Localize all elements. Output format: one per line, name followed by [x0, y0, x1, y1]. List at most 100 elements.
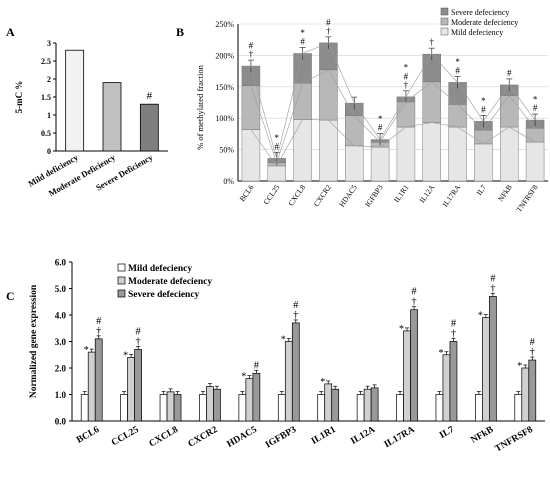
- c-x-tick-label: TNFRSF8: [494, 425, 535, 455]
- b-bar-segment: [422, 122, 441, 182]
- b-series-connector: [250, 69, 536, 164]
- b-series-connector: [250, 119, 536, 167]
- b-x-tick-label: IL1R1: [392, 183, 411, 204]
- c-bar: [356, 394, 365, 422]
- c-bar: [213, 388, 221, 422]
- c-bar: [514, 394, 523, 422]
- c-mark-moderate: *: [123, 350, 128, 361]
- a-bar: [102, 82, 122, 152]
- b-y-tick-label: 150%: [215, 83, 234, 92]
- c-bar: [277, 394, 286, 422]
- c-y-axis-label: Normalized gene expression: [29, 284, 39, 398]
- b-annotation: * #: [378, 114, 383, 133]
- c-x-tick-label: BCL6: [75, 425, 101, 446]
- b-bar-segment: [293, 82, 312, 120]
- c-mark-severe: # †: [451, 319, 457, 340]
- b-y-tick-label: 250%: [215, 20, 234, 29]
- c-y-tick-label: 5.0: [55, 284, 67, 294]
- b-x-tick-label: IL12A: [418, 183, 437, 205]
- c-bar: [324, 383, 333, 422]
- b-bar-segment: [396, 101, 416, 128]
- b-bar-segment: [319, 69, 338, 121]
- b-legend-box: [438, 4, 548, 38]
- c-bar: [238, 394, 247, 422]
- b-bar-segment: [396, 126, 416, 182]
- b-legend-swatch: [440, 17, 449, 26]
- b-bar-segment: [448, 126, 467, 182]
- c-bar: [245, 378, 254, 422]
- c-y-tick-label: 1.0: [55, 390, 67, 400]
- b-bar-segment: [370, 146, 390, 182]
- a-y-tick-label: 2.5: [41, 57, 51, 66]
- b-legend-label: Mild defeciency: [451, 28, 503, 37]
- b-annotation: * # †: [404, 63, 409, 90]
- b-legend-label: Severe defeciency: [451, 8, 509, 17]
- c-bar: [475, 394, 483, 422]
- a-y-tick-label: 3: [47, 39, 51, 48]
- b-annotation: * #: [533, 95, 538, 114]
- b-bar-segment: [345, 145, 364, 182]
- b-bar-segment: [500, 95, 519, 128]
- b-annotation: #: [507, 68, 512, 78]
- c-bar: [127, 357, 135, 422]
- c-bar: [449, 341, 458, 422]
- b-bar-segment: [267, 165, 286, 182]
- b-bar-segment: [500, 126, 519, 182]
- b-annotation: * #: [455, 57, 460, 76]
- c-x-tick-label: IL17RA: [383, 425, 417, 450]
- b-x-tick-label: IL7: [474, 183, 488, 197]
- c-bar: [528, 359, 537, 422]
- c-mark-moderate: *: [320, 377, 325, 388]
- a-x-tick-label: Moderate Deficiency: [47, 152, 118, 199]
- c-legend-swatch: [117, 289, 126, 298]
- b-bar-segment: [474, 129, 493, 145]
- c-mark-severe: # †: [96, 316, 102, 337]
- c-bar: [87, 351, 96, 422]
- c-mark-severe: # †: [411, 287, 417, 308]
- b-bar-segment: [345, 115, 364, 147]
- c-legend-label: Severe defeciency: [128, 290, 200, 300]
- c-bar: [252, 372, 261, 422]
- b-legend-swatch: [440, 7, 449, 16]
- c-mark-severe: #: [254, 360, 260, 371]
- c-bar: [410, 309, 418, 422]
- c-legend-swatch: [117, 263, 126, 272]
- a-y-tick-label: 0: [47, 147, 51, 156]
- b-annotation: # †: [326, 17, 331, 36]
- c-y-tick-label: 3.0: [55, 337, 67, 347]
- panel-a-label: A: [6, 25, 15, 39]
- c-x-tick-label: NFkB: [469, 425, 496, 446]
- a-bar: [139, 103, 159, 152]
- b-x-tick-label: CCL25: [261, 183, 281, 206]
- c-mark-moderate: *: [399, 324, 404, 335]
- c-x-tick-label: HDAC5: [226, 425, 260, 450]
- c-bar: [363, 388, 372, 422]
- c-mark-severe: # †: [293, 300, 299, 321]
- c-mark-moderate: *: [478, 311, 483, 322]
- c-bar: [521, 367, 530, 422]
- c-bar: [370, 387, 379, 422]
- c-mark-severe: # †: [490, 273, 496, 294]
- c-bar: [199, 394, 207, 422]
- c-y-tick-label: 6.0: [55, 258, 67, 268]
- c-bar: [317, 394, 326, 422]
- c-bar: [291, 322, 300, 422]
- c-bar: [206, 386, 214, 422]
- c-bar: [396, 394, 404, 422]
- b-x-tick-label: BCL6: [238, 183, 256, 203]
- c-bar: [489, 296, 497, 422]
- b-y-tick-label: 200%: [215, 51, 234, 60]
- c-mark-moderate: *: [84, 345, 89, 356]
- b-bar-segment: [422, 81, 441, 123]
- c-x-tick-label: IL12A: [349, 425, 377, 447]
- c-x-tick-label: IGFBP3: [264, 425, 298, 451]
- a-y-tick-label: 0.5: [41, 129, 51, 138]
- c-bar: [173, 394, 182, 422]
- c-mark-moderate: *: [281, 335, 286, 346]
- c-bar: [331, 388, 340, 422]
- c-bar: [94, 338, 103, 422]
- a-bar: [65, 49, 85, 152]
- c-bar: [435, 394, 444, 422]
- c-x-tick-label: IL7: [438, 425, 456, 441]
